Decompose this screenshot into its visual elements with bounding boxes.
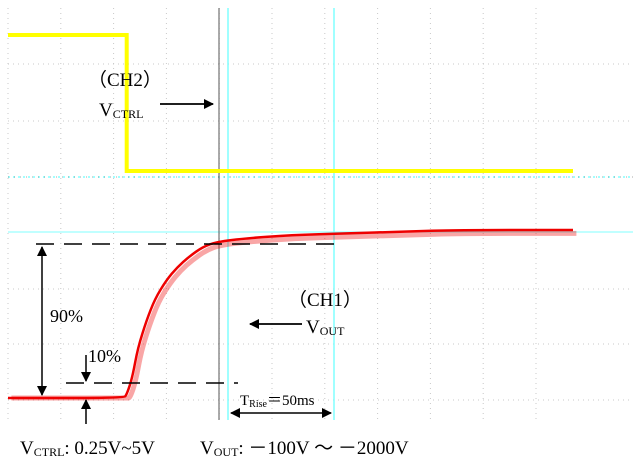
ch1-signal-label: VOUT [306, 317, 345, 338]
footer-vctrl: VCTRL: 0.25V~5V [20, 438, 155, 459]
ch2-signal-label: VCTRL [99, 100, 143, 121]
ch1-label: （CH1） [288, 289, 362, 311]
pct10-label: 10% [88, 346, 121, 366]
trise-label: TRise＝50ms [240, 393, 315, 410]
ch2-trace [8, 33, 573, 173]
ch1-trace [8, 228, 573, 400]
ch2-label: （CH2） [88, 69, 162, 91]
pct90-label: 90% [50, 306, 83, 326]
ch1-trace-ghost [11, 230, 577, 401]
footer-vout: VOUT: －100V ～ －2000V [200, 438, 409, 459]
